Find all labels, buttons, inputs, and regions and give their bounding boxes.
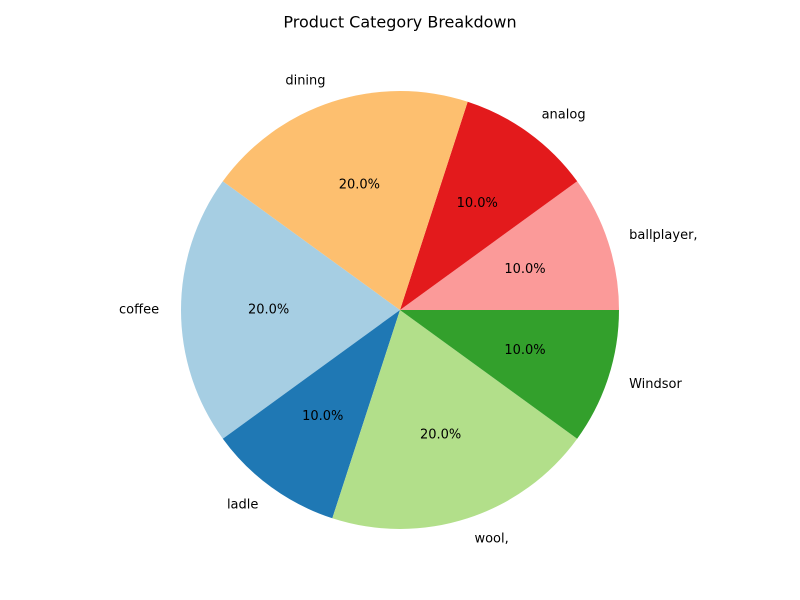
pie-slice [400, 101, 578, 310]
slice-label: ladle [227, 497, 258, 512]
pie-slice [181, 181, 400, 439]
pie-slice [400, 181, 619, 310]
slice-label: wool, [474, 532, 508, 547]
percent-label: 10.0% [504, 343, 545, 358]
pie-slice [400, 310, 619, 439]
percent-label: 10.0% [457, 196, 498, 211]
slice-label: coffee [119, 303, 159, 318]
slice-label: analog [542, 108, 586, 123]
slice-label: Windsor [629, 377, 682, 392]
percent-label: 20.0% [420, 427, 461, 442]
pie-slice [222, 310, 400, 519]
percent-label: 10.0% [302, 409, 343, 424]
slice-label: ballplayer, [629, 228, 697, 243]
percent-label: 20.0% [248, 303, 289, 318]
pie-slice [222, 90, 468, 310]
chart-title: Product Category Breakdown [283, 13, 516, 32]
percent-label: 10.0% [504, 262, 545, 277]
pie-slice [332, 310, 578, 529]
percent-label: 20.0% [339, 178, 380, 193]
slice-label: dining [285, 73, 325, 88]
